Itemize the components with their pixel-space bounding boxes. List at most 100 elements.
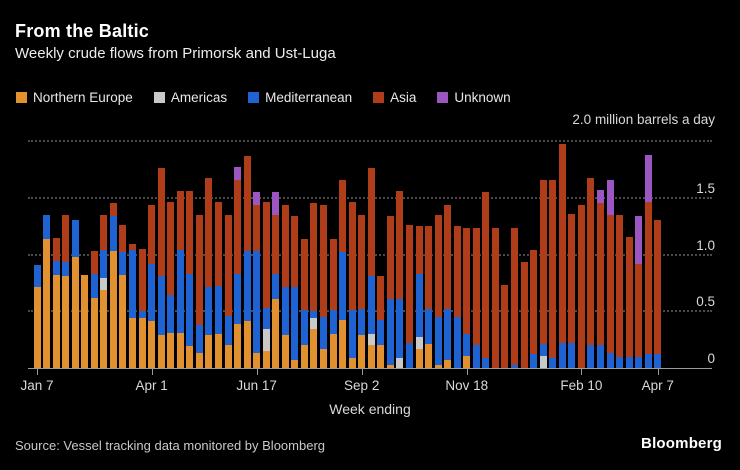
bar-segment-asia [463, 228, 471, 334]
bar-week-11 [129, 244, 136, 368]
bar-segment-asia [606, 214, 614, 354]
bar-week-53 [530, 249, 538, 368]
bar-segment-mediterranean [214, 286, 222, 334]
bar-segment-northern-europe [43, 238, 51, 368]
bar-segment-asia [148, 204, 156, 264]
bar-week-61 [606, 179, 614, 368]
bar-segment-mediterranean [167, 295, 175, 333]
bar-segment-mediterranean [396, 298, 404, 358]
bar-segment-mediterranean [358, 309, 366, 336]
page-subtitle: Weekly crude flows from Primorsk and Ust… [15, 45, 336, 62]
bar-segment-mediterranean [482, 357, 490, 368]
bar-segment-asia [90, 251, 98, 274]
bar-segment-mediterranean [186, 273, 194, 347]
bar-segment-mediterranean [148, 263, 156, 322]
bar-segment-mediterranean [224, 315, 232, 346]
legend-swatch-icon [437, 92, 449, 103]
bar-segment-northern-europe [329, 333, 337, 368]
bar-segment-mediterranean [654, 354, 662, 368]
x-axis-tick [581, 369, 583, 375]
x-axis-tick [657, 369, 659, 375]
bar-week-19 [205, 178, 213, 368]
bar-week-42 [425, 226, 433, 368]
bar-week-25 [262, 202, 270, 368]
bar-week-6 [81, 274, 89, 368]
bar-segment-mediterranean [425, 309, 433, 345]
bar-segment-mediterranean [119, 252, 127, 275]
bar-week-21 [224, 214, 232, 368]
y-axis-label-1.0: 1.0 [696, 237, 715, 253]
bar-segment-asia [214, 202, 222, 287]
bar-week-20 [214, 202, 222, 368]
bar-segment-asia [520, 262, 528, 368]
bar-segment-northern-europe [148, 321, 156, 368]
bar-segment-mediterranean [367, 276, 375, 334]
bar-week-64 [635, 215, 643, 368]
bar-segment-unknown [272, 192, 280, 215]
bar-week-62 [616, 214, 624, 368]
bar-segment-mediterranean [157, 276, 165, 336]
bar-segment-asia [377, 276, 385, 321]
bar-segment-northern-europe [339, 320, 347, 368]
bar-week-45 [453, 226, 461, 368]
bar-segment-northern-europe [358, 335, 366, 368]
bar-segment-northern-europe [367, 345, 375, 368]
bar-segment-northern-europe [310, 329, 318, 368]
bar-segment-mediterranean [300, 310, 308, 346]
bar-week-32 [329, 238, 337, 368]
bar-segment-asia [539, 179, 547, 345]
bar-segment-northern-europe [463, 355, 471, 368]
bar-week-16 [176, 190, 184, 368]
bar-segment-mediterranean [568, 343, 576, 368]
bar-segment-northern-europe [62, 276, 70, 368]
bar-segment-mediterranean [596, 345, 604, 368]
bar-segment-northern-europe [195, 353, 203, 368]
bar-segment-mediterranean [386, 298, 394, 365]
bar-segment-asia [329, 238, 337, 311]
bar-week-8 [100, 214, 108, 368]
bar-segment-mediterranean [606, 353, 614, 368]
bar-segment-asia [587, 178, 595, 346]
x-axis-tick [37, 369, 38, 375]
bar-week-36 [367, 168, 375, 368]
bar-segment-mediterranean [71, 220, 79, 257]
bar-week-59 [587, 178, 595, 368]
bar-segment-mediterranean [234, 273, 242, 324]
bar-segment-asia [635, 263, 643, 357]
bar-segment-mediterranean [472, 345, 480, 368]
bar-week-26 [272, 192, 280, 368]
bar-segment-mediterranean [52, 261, 60, 275]
x-axis-tick [361, 369, 363, 375]
bar-segment-northern-europe [300, 345, 308, 368]
bar-week-4 [62, 214, 70, 368]
bar-segment-asia [109, 203, 117, 216]
bar-segment-northern-europe [167, 332, 175, 368]
bar-segment-asia [224, 214, 232, 316]
legend-label: Mediterranean [265, 90, 353, 105]
bar-segment-northern-europe [425, 344, 433, 368]
bar-segment-americas [367, 333, 375, 346]
bar-segment-americas [262, 329, 270, 351]
bar-segment-mediterranean [539, 344, 547, 356]
bar-week-57 [568, 213, 576, 368]
bar-week-41 [415, 226, 423, 368]
bar-week-50 [501, 285, 509, 368]
bar-segment-mediterranean [90, 273, 98, 298]
bar-segment-mediterranean [281, 287, 289, 336]
bar-segment-asia [530, 249, 538, 355]
bar-week-39 [396, 190, 404, 368]
bar-week-24 [253, 192, 261, 368]
bar-segment-mediterranean [625, 356, 633, 368]
bar-segment-asia [129, 244, 136, 250]
bar-segment-northern-europe [272, 298, 280, 368]
bar-segment-asia [549, 179, 557, 358]
bar-segment-northern-europe [243, 321, 251, 368]
y-axis-unit-annotation: 2.0 million barrels a day [572, 112, 715, 127]
bar-segment-northern-europe [129, 318, 136, 368]
bar-week-65 [644, 154, 652, 368]
bar-week-28 [291, 215, 299, 368]
bar-segment-mediterranean [339, 252, 347, 321]
bar-segment-asia [167, 202, 175, 296]
legend-label: Americas [170, 90, 228, 105]
bar-segment-asia [310, 203, 318, 312]
